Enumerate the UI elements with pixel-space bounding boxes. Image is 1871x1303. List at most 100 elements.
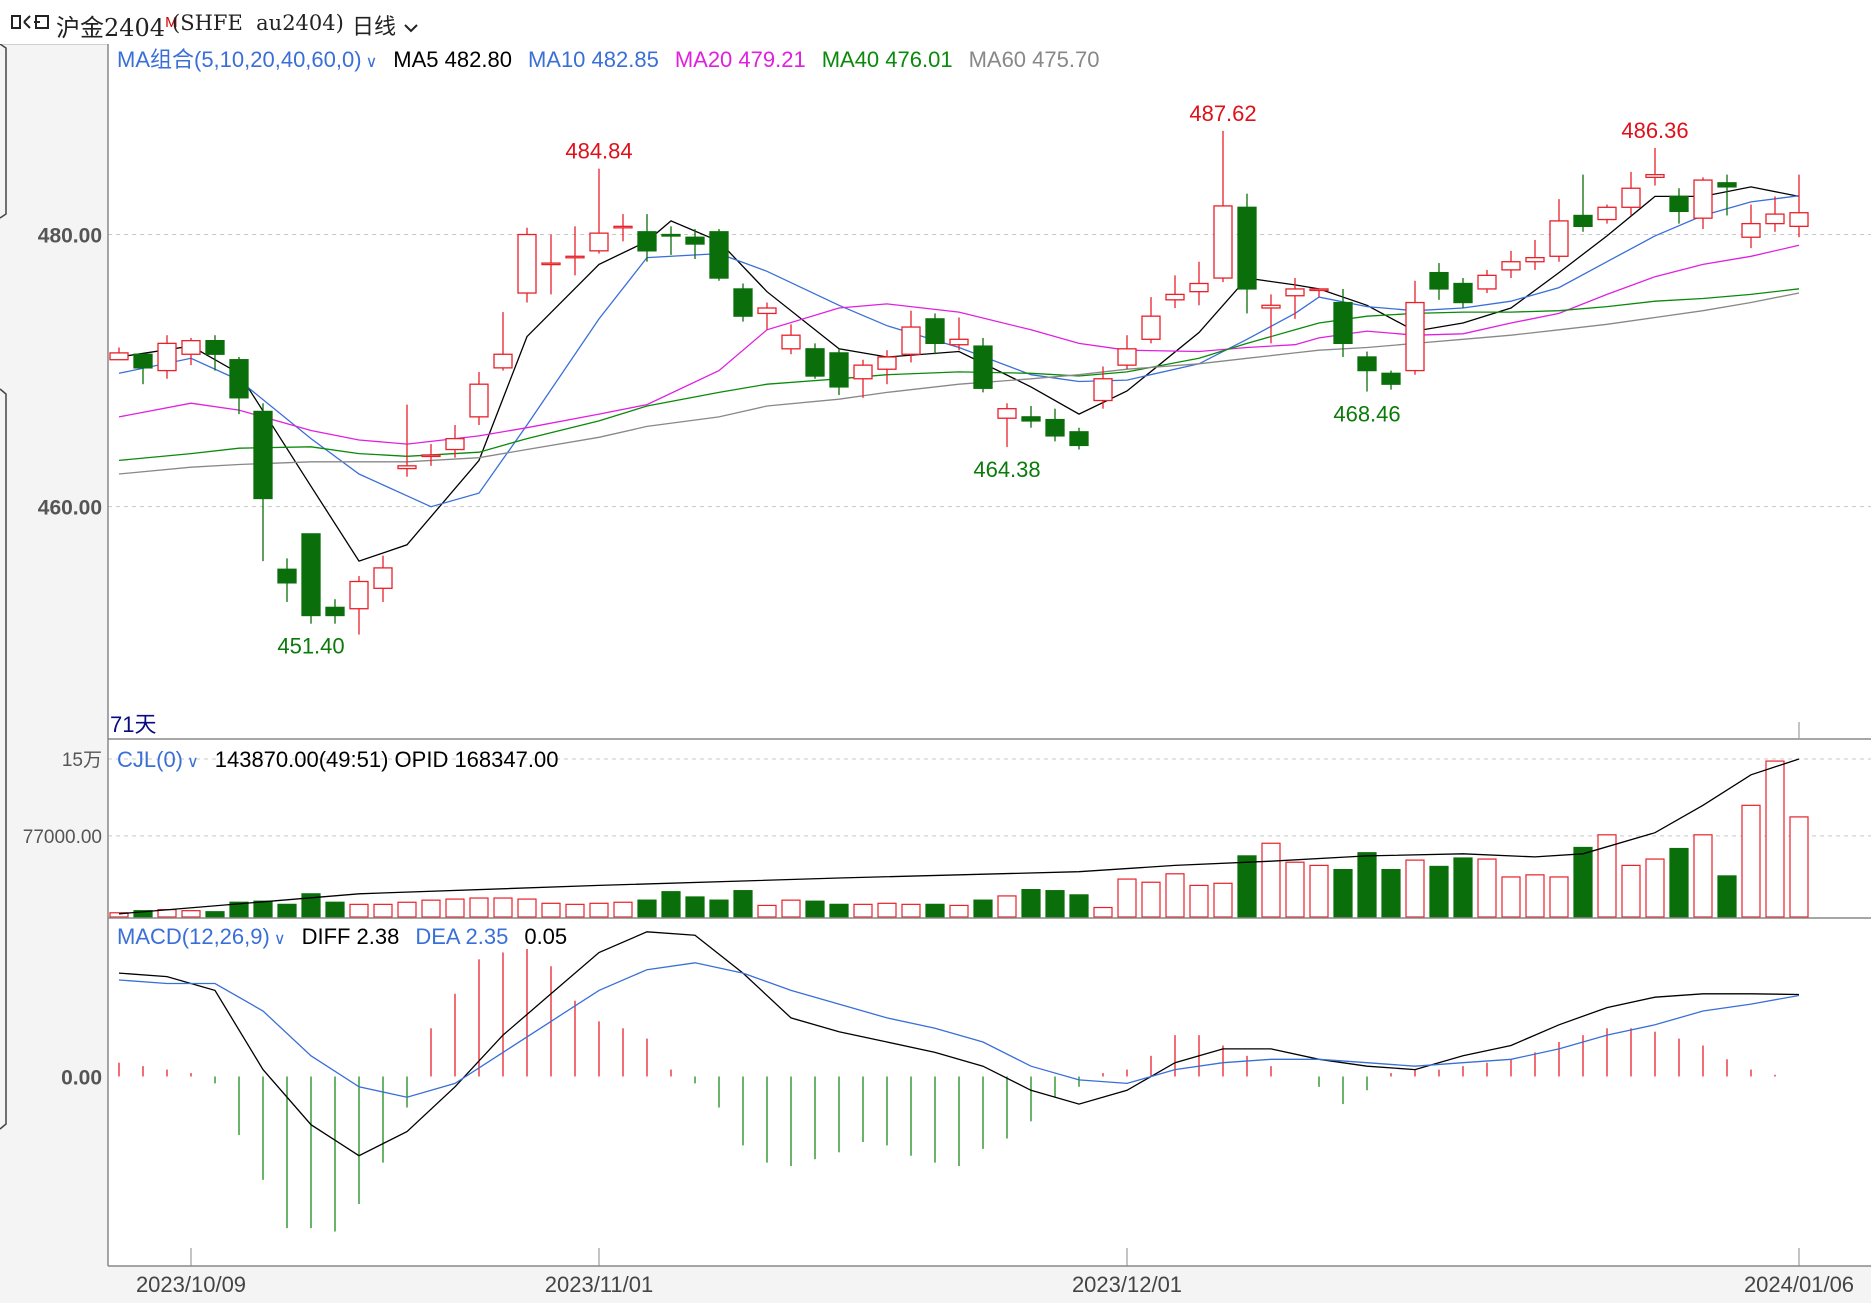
candle	[1213, 130, 1233, 283]
candle	[877, 350, 897, 385]
chevron-down-icon[interactable]: ∨	[366, 54, 378, 71]
volume-bar	[1045, 890, 1065, 918]
days-count-label: 71天	[110, 712, 156, 737]
ma-header-readout: MA10 482.85	[528, 47, 659, 72]
volume-bar	[349, 903, 369, 918]
ma-header: MA组合(5,10,20,40,60,0) ∨ MA5 482.80 MA10 482…	[117, 47, 1099, 72]
candle-body	[229, 359, 249, 399]
candle	[1165, 275, 1185, 308]
candle	[1285, 278, 1305, 319]
candle-body	[1333, 301, 1353, 345]
candle-body	[877, 356, 897, 370]
volume-bar	[253, 900, 273, 918]
candle-body	[1165, 293, 1185, 301]
candle-body	[1453, 282, 1473, 304]
ma-header-readout: MA40 476.01	[822, 47, 953, 72]
chevron-down-icon[interactable]: ∨	[274, 931, 286, 948]
candle-body	[709, 231, 729, 279]
volume-bar	[589, 902, 609, 918]
candle-body	[1501, 261, 1521, 271]
candle	[1405, 280, 1425, 375]
volume-bar	[1309, 864, 1329, 918]
volume-bar	[637, 899, 657, 918]
volume-bar	[997, 895, 1017, 918]
ma-header-indicator[interactable]: MA组合(5,10,20,40,60,0)	[117, 47, 362, 72]
opid-line	[118, 758, 1800, 915]
candle	[109, 347, 129, 361]
candle	[637, 214, 657, 262]
candle-body	[301, 533, 321, 617]
split-window-icon[interactable]	[10, 10, 50, 34]
chevron-down-icon[interactable]: ∨	[187, 754, 199, 771]
price-annotation: 484.84	[565, 139, 632, 164]
volume-bar	[397, 901, 417, 918]
volume-bar	[1405, 859, 1425, 918]
candle	[613, 214, 633, 242]
volume-bar	[1213, 882, 1233, 918]
volume-header: CJL(0) ∨ 143870.00(49:51) OPID 168347.00	[117, 747, 558, 772]
candle	[469, 371, 489, 426]
volume-bar	[1261, 842, 1281, 918]
candle-body	[1573, 214, 1593, 227]
ma-header-readout: MA20 479.21	[675, 47, 806, 72]
candle	[1333, 288, 1353, 357]
price-annotation: 487.62	[1189, 101, 1256, 126]
volume-bar	[1789, 816, 1809, 918]
candle-body	[1093, 378, 1113, 402]
price-annotation: 486.36	[1621, 118, 1688, 143]
volume-bar	[1381, 868, 1401, 918]
candle-body	[1645, 173, 1665, 179]
volume-bar	[1597, 834, 1617, 918]
candle	[229, 356, 249, 415]
candle	[1453, 278, 1473, 308]
volume-bar	[109, 912, 129, 918]
candle	[1237, 193, 1257, 314]
candle	[1381, 370, 1401, 390]
candle-body	[1285, 288, 1305, 297]
x-tick-label: 2023/11/01	[545, 1272, 653, 1297]
candle	[781, 324, 801, 355]
volume-bar	[1069, 894, 1089, 918]
volume-bar	[1141, 881, 1161, 918]
candle	[541, 234, 561, 295]
candle-body	[565, 255, 585, 259]
candle-body	[925, 318, 945, 345]
candle	[925, 313, 945, 355]
volume-bar	[277, 903, 297, 918]
volume-bar	[1117, 878, 1137, 918]
x-tick-label: 2024/01/06	[1744, 1272, 1854, 1297]
instrument-name: 沪金2404M	[56, 14, 178, 42]
candle-body	[853, 364, 873, 380]
volume-bar	[133, 910, 153, 918]
candle-body	[757, 307, 777, 315]
volume-bar	[1333, 868, 1353, 918]
candle-body	[1693, 179, 1713, 219]
candle	[709, 229, 729, 281]
candle	[1261, 294, 1281, 344]
volume-bar	[541, 902, 561, 918]
volume-bar	[1645, 858, 1665, 918]
candle	[805, 343, 825, 379]
diff-line	[118, 931, 1800, 1157]
plot-background	[108, 44, 1871, 1266]
volume-header-indicator[interactable]: CJL(0)	[117, 747, 183, 772]
candle-body	[469, 383, 489, 418]
macd-header-indicator[interactable]: MACD(12,26,9)	[117, 924, 270, 949]
volume-bar	[205, 911, 225, 918]
candle-body	[1069, 431, 1089, 447]
candle-body	[805, 348, 825, 377]
candle	[1597, 204, 1617, 224]
volume-bar	[1237, 855, 1257, 918]
volume-bar	[781, 899, 801, 918]
candle	[277, 558, 297, 602]
candle-body	[1405, 301, 1425, 372]
candle	[901, 310, 921, 363]
volume-bar	[1189, 884, 1209, 918]
candle-body	[973, 345, 993, 389]
period-selector[interactable]: 日线	[352, 9, 420, 41]
candle-body	[109, 352, 129, 361]
candle	[301, 533, 321, 624]
volume-bar	[685, 896, 705, 918]
candle	[421, 444, 441, 466]
